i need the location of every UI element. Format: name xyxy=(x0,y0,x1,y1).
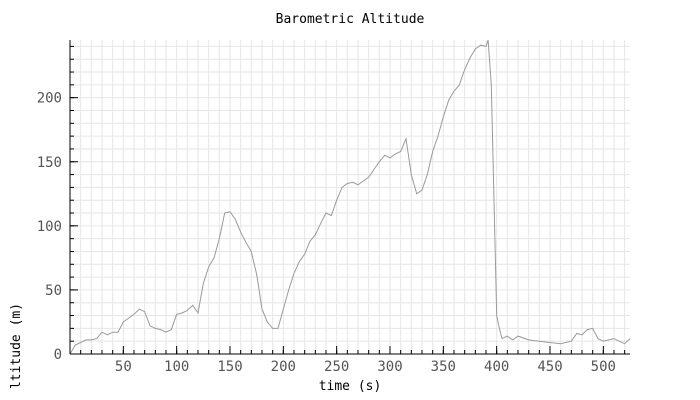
y-tick-label: 50 xyxy=(45,283,62,299)
altitude-series-line xyxy=(69,39,631,355)
x-tick-label: 50 xyxy=(115,359,132,375)
x-tick-label: 500 xyxy=(591,359,616,375)
grid xyxy=(70,40,630,354)
x-tick-label: 300 xyxy=(377,359,402,375)
x-tick-label: 150 xyxy=(217,359,242,375)
x-tick-label: 200 xyxy=(271,359,296,375)
x-tick-label: 350 xyxy=(431,359,456,375)
y-tick-label: 150 xyxy=(37,155,62,171)
x-axis-label: time (s) xyxy=(319,379,382,394)
x-tick-label: 250 xyxy=(324,359,349,375)
y-axis-label: ltitude (m) xyxy=(9,303,24,389)
x-tick-label: 400 xyxy=(484,359,509,375)
ticks: 50 100 150 200 250 300 350 400 450 500 0 50 100 150 20… xyxy=(37,91,616,375)
minor-ticks xyxy=(69,45,626,355)
y-tick-label: 100 xyxy=(37,219,62,235)
x-tick-label: 450 xyxy=(537,359,562,375)
chart-title: Barometric Altitude xyxy=(276,12,425,27)
y-tick-label: 0 xyxy=(54,347,62,363)
x-tick-label: 100 xyxy=(164,359,189,375)
y-tick-label: 200 xyxy=(37,91,62,107)
